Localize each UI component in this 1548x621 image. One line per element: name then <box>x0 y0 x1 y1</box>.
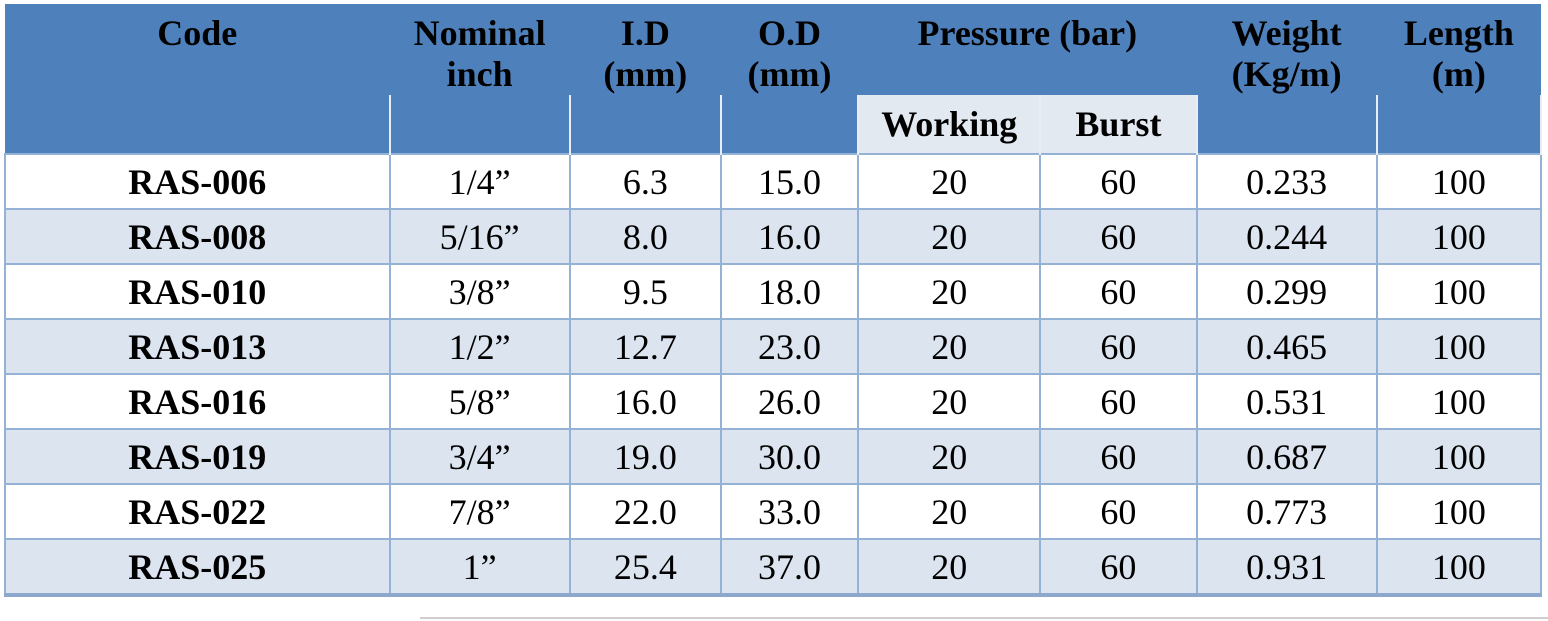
cell-id-mm: 22.0 <box>568 483 722 540</box>
table-row: RAS-019 3/4” 19.0 30.0 20 60 0.687 100 <box>4 428 1543 485</box>
header-cell-code: Code <box>5 4 390 95</box>
cell-od-mm: 15.0 <box>719 153 860 210</box>
cell-code: RAS-019 <box>4 428 391 485</box>
table-header: Code Nominal inch I.D (mm) O.D (mm) Pressure… <box>5 4 1543 154</box>
header-cell-pressure-bar: Pressure (bar) <box>858 4 1197 95</box>
cell-weight-kg-m: 0.244 <box>1195 208 1378 265</box>
cell-working-bar: 20 <box>857 538 1042 597</box>
cell-working-bar: 20 <box>857 208 1042 265</box>
spec-table: Code Nominal inch I.D (mm) O.D (mm) Pressure… <box>4 4 1543 597</box>
cell-nominal-inch: 5/16” <box>388 208 571 265</box>
cell-od-mm: 23.0 <box>719 318 860 375</box>
cell-code: RAS-013 <box>4 318 391 375</box>
cell-od-mm: 18.0 <box>719 263 860 320</box>
cell-nominal-inch: 3/8” <box>388 263 571 320</box>
subheader-cell-id-spacer <box>568 95 721 154</box>
cell-weight-kg-m: 0.531 <box>1195 373 1378 430</box>
cell-id-mm: 9.5 <box>568 263 722 320</box>
cell-working-bar: 20 <box>857 318 1042 375</box>
cell-length-m: 100 <box>1375 373 1543 430</box>
header-cell-length-m: Length (m) <box>1376 4 1541 95</box>
cell-nominal-inch: 7/8” <box>388 483 571 540</box>
table-row: RAS-008 5/16” 8.0 16.0 20 60 0.244 100 <box>4 208 1543 265</box>
cell-burst-bar: 60 <box>1039 373 1198 430</box>
cell-id-mm: 19.0 <box>568 428 722 485</box>
cell-working-bar: 20 <box>857 153 1042 210</box>
cell-burst-bar: 60 <box>1039 428 1198 485</box>
cell-length-m: 100 <box>1375 538 1543 597</box>
cell-nominal-inch: 1/4” <box>388 153 571 210</box>
cell-weight-kg-m: 0.773 <box>1195 483 1378 540</box>
cell-burst-bar: 60 <box>1039 208 1198 265</box>
cell-working-bar: 20 <box>857 483 1042 540</box>
table-row: RAS-022 7/8” 22.0 33.0 20 60 0.773 100 <box>4 483 1543 540</box>
cell-burst-bar: 60 <box>1039 153 1198 210</box>
cell-od-mm: 33.0 <box>719 483 860 540</box>
header-cell-id-mm: I.D (mm) <box>569 4 721 95</box>
subheader-cell-weight-spacer <box>1195 95 1377 154</box>
header-row-main: Code Nominal inch I.D (mm) O.D (mm) Pressure… <box>5 4 1541 95</box>
cell-length-m: 100 <box>1375 318 1543 375</box>
table-row: RAS-006 1/4” 6.3 15.0 20 60 0.233 100 <box>4 153 1543 210</box>
cell-code: RAS-006 <box>4 153 391 210</box>
cell-weight-kg-m: 0.687 <box>1195 428 1378 485</box>
cell-id-mm: 12.7 <box>568 318 722 375</box>
cell-burst-bar: 60 <box>1039 318 1198 375</box>
cell-nominal-inch: 1” <box>388 538 571 597</box>
subheader-cell-working: Working <box>857 95 1041 154</box>
cell-length-m: 100 <box>1375 208 1543 265</box>
cell-working-bar: 20 <box>857 428 1042 485</box>
table-body: RAS-006 1/4” 6.3 15.0 20 60 0.233 100 RAS-008 5/1… <box>4 153 1543 597</box>
cell-code: RAS-025 <box>4 538 391 597</box>
subheader-cell-length-spacer <box>1375 95 1543 154</box>
cell-od-mm: 16.0 <box>719 208 860 265</box>
cell-code: RAS-008 <box>4 208 391 265</box>
cell-id-mm: 6.3 <box>568 153 722 210</box>
cell-weight-kg-m: 0.299 <box>1195 263 1378 320</box>
cell-weight-kg-m: 0.465 <box>1195 318 1378 375</box>
header-cell-od-mm: O.D (mm) <box>720 4 859 95</box>
cell-code: RAS-016 <box>4 373 391 430</box>
header-row-sub: Working Burst <box>5 95 1543 154</box>
cell-code: RAS-010 <box>4 263 391 320</box>
subheader-cell-nominal-spacer <box>388 95 570 154</box>
table-row: RAS-010 3/8” 9.5 18.0 20 60 0.299 100 <box>4 263 1543 320</box>
subheader-cell-od-spacer <box>719 95 859 154</box>
table-row: RAS-016 5/8” 16.0 26.0 20 60 0.531 100 <box>4 373 1543 430</box>
cell-burst-bar: 60 <box>1039 263 1198 320</box>
cell-od-mm: 30.0 <box>719 428 860 485</box>
cell-burst-bar: 60 <box>1039 483 1198 540</box>
subheader-cell-burst: Burst <box>1039 95 1197 154</box>
cell-working-bar: 20 <box>857 263 1042 320</box>
subheader-cell-code-spacer <box>5 95 390 154</box>
cell-id-mm: 8.0 <box>568 208 722 265</box>
cell-burst-bar: 60 <box>1039 538 1198 597</box>
cell-code: RAS-022 <box>4 483 391 540</box>
cell-weight-kg-m: 0.931 <box>1195 538 1378 597</box>
header-cell-weight-kg-m: Weight (Kg/m) <box>1196 4 1377 95</box>
cell-weight-kg-m: 0.233 <box>1195 153 1378 210</box>
cell-nominal-inch: 3/4” <box>388 428 571 485</box>
cell-od-mm: 26.0 <box>719 373 860 430</box>
cell-nominal-inch: 1/2” <box>388 318 571 375</box>
cell-length-m: 100 <box>1375 153 1543 210</box>
cell-length-m: 100 <box>1375 483 1543 540</box>
page-edge-artifact <box>420 617 1548 619</box>
cell-length-m: 100 <box>1375 428 1543 485</box>
header-cell-nominal-inch: Nominal inch <box>389 4 570 95</box>
table-row: RAS-013 1/2” 12.7 23.0 20 60 0.465 100 <box>4 318 1543 375</box>
cell-length-m: 100 <box>1375 263 1543 320</box>
cell-id-mm: 16.0 <box>568 373 722 430</box>
cell-working-bar: 20 <box>857 373 1042 430</box>
cell-nominal-inch: 5/8” <box>388 373 571 430</box>
cell-od-mm: 37.0 <box>719 538 860 597</box>
cell-id-mm: 25.4 <box>568 538 722 597</box>
table-row: RAS-025 1” 25.4 37.0 20 60 0.931 100 <box>4 538 1543 597</box>
